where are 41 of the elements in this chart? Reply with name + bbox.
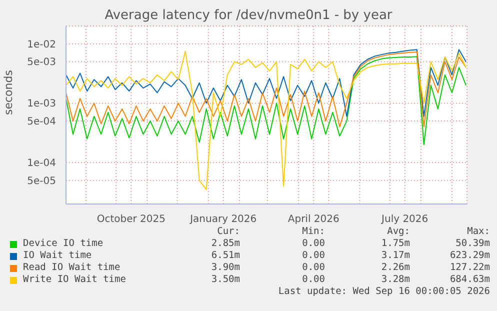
text: 623.29m	[448, 250, 490, 262]
legend-label: Write IO Wait time	[22, 274, 127, 286]
x-tick-label: April 2026	[288, 214, 340, 225]
chart-title: Average latency for /dev/nvme0n1 - by year	[104, 8, 394, 23]
y-axis-title: seconds	[2, 70, 15, 115]
text: Cur:	[216, 226, 240, 238]
text: Min:	[301, 226, 325, 238]
text: 0.00	[301, 262, 325, 274]
y-tick-label: 5e-05	[27, 176, 56, 187]
text: 127.22m	[448, 262, 490, 274]
text: 3.50m	[210, 274, 240, 286]
y-tick-label: 1e-03	[27, 98, 56, 110]
line-series	[66, 51, 466, 128]
y-tick-label: 5e-04	[27, 116, 56, 128]
text: 684.63m	[448, 274, 490, 286]
text: Last update: Wed Sep 16 00:00:05 2026	[277, 286, 490, 298]
text: 0.00	[301, 250, 325, 262]
text: 0.00	[301, 238, 325, 250]
text: Max:	[466, 226, 490, 238]
text: Avg:	[386, 226, 410, 238]
text: 50.39m	[454, 238, 490, 250]
text: 1.75m	[380, 238, 410, 250]
text: 3.28m	[380, 274, 410, 286]
text: 3.17m	[380, 250, 410, 262]
text: 2.26m	[380, 262, 410, 274]
legend-label: IO Wait time	[22, 250, 93, 262]
legend-label: Device IO time	[22, 238, 104, 250]
text: 2.85m	[210, 238, 240, 250]
line-series	[66, 56, 466, 146]
line-series	[66, 50, 466, 190]
line-series	[66, 49, 466, 117]
text: 3.90m	[210, 262, 240, 274]
y-tick-label: 1e-04	[27, 158, 56, 170]
x-tick-label: July 2026	[380, 214, 428, 225]
legend-label: Read IO Wait time	[22, 262, 122, 274]
x-tick-label: January 2026	[189, 214, 257, 225]
y-tick-label: 1e-02	[27, 39, 56, 50]
y-tick-label: 5e-03	[27, 57, 56, 68]
text: 0.00	[301, 274, 325, 286]
x-tick-label: October 2025	[96, 214, 166, 225]
text: 6.51m	[210, 250, 240, 262]
